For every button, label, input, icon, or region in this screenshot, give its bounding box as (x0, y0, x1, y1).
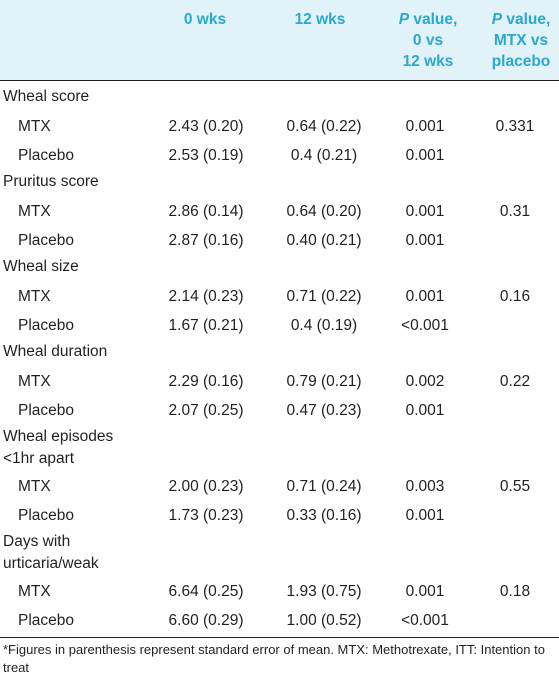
p-value-0-vs-12: <0.001 (401, 611, 449, 629)
table-header: 0 wks 12 wks P value, 0 vs 12 wks P valu… (0, 0, 559, 80)
section-title: Days with urticaria/weak (3, 531, 99, 575)
section-title-line2: <1hr apart (3, 450, 75, 467)
row-label: Placebo (18, 231, 75, 249)
value-12-wks: 0.64 (0.22) (286, 118, 362, 135)
section-title: Wheal score (3, 86, 89, 108)
row-label: MTX (18, 118, 51, 135)
row-label: Placebo (18, 401, 75, 419)
p-value-0-vs-12: 0.001 (405, 118, 445, 135)
row-label: Placebo (18, 506, 75, 524)
p-value-mtx-vs-placebo: 0.31 (499, 203, 531, 220)
p-value-0-vs-12: 0.001 (405, 203, 445, 220)
section-title-line1: Pruritus score (3, 173, 99, 190)
header-12-wks: 12 wks (294, 11, 346, 28)
header-p2-italic: P (491, 11, 503, 28)
header-p-line3: 12 wks (402, 53, 454, 70)
value-0-wks: 2.53 (0.19) (168, 146, 244, 164)
p-value-0-vs-12: 0.001 (405, 231, 445, 249)
p-value-mtx-vs-placebo: 0.16 (499, 288, 531, 305)
value-12-wks: 0.47 (0.23) (286, 401, 362, 419)
section-title-line1: Wheal duration (3, 343, 108, 360)
value-12-wks: 0.4 (0.21) (290, 146, 358, 164)
value-0-wks: 2.14 (0.23) (168, 288, 244, 305)
value-0-wks: 1.67 (0.21) (168, 316, 244, 334)
value-0-wks: 6.60 (0.29) (168, 611, 244, 629)
value-12-wks: 0.64 (0.20) (286, 203, 362, 220)
header-p-line2: 0 vs (412, 32, 444, 49)
row-label: Placebo (18, 316, 75, 334)
footnote: *Figures in parenthesis represent standa… (3, 642, 545, 675)
p-value-mtx-vs-placebo: 0.331 (495, 118, 535, 135)
p-value-0-vs-12: 0.003 (405, 478, 445, 495)
header-p-italic: P (398, 11, 410, 28)
value-12-wks: 0.40 (0.21) (286, 231, 362, 249)
value-0-wks: 2.87 (0.16) (168, 231, 244, 249)
header-divider (0, 80, 559, 81)
section-title: Wheal episodes <1hr apart (3, 426, 113, 470)
row-label: MTX (18, 583, 51, 600)
section-title-line1: Wheal score (3, 88, 90, 105)
p-value-mtx-vs-placebo: 0.22 (499, 373, 531, 390)
p-value-0-vs-12: 0.001 (405, 401, 445, 419)
value-0-wks: 1.73 (0.23) (168, 506, 244, 524)
value-0-wks: 6.64 (0.25) (168, 583, 244, 600)
header-p2-line3: placebo (491, 53, 551, 70)
p-value-0-vs-12: 0.001 (405, 146, 445, 164)
row-label: MTX (18, 478, 51, 495)
section-title: Wheal size (3, 256, 79, 278)
value-0-wks: 2.00 (0.23) (168, 478, 244, 495)
value-12-wks: 1.00 (0.52) (286, 611, 362, 629)
row-label: MTX (18, 203, 51, 220)
value-12-wks: 0.71 (0.24) (286, 478, 362, 495)
row-label: Placebo (18, 146, 75, 164)
value-12-wks: 0.71 (0.22) (286, 288, 362, 305)
row-label: Placebo (18, 611, 75, 629)
value-0-wks: 2.43 (0.20) (168, 118, 244, 135)
p-value-0-vs-12: 0.001 (405, 288, 445, 305)
p-value-0-vs-12: <0.001 (401, 316, 449, 334)
header-0-wks: 0 wks (183, 11, 227, 28)
value-0-wks: 2.86 (0.14) (168, 203, 244, 220)
value-12-wks: 1.93 (0.75) (286, 583, 362, 600)
footer-divider (0, 637, 559, 638)
p-value-0-vs-12: 0.001 (405, 583, 445, 600)
value-12-wks: 0.4 (0.19) (290, 316, 358, 334)
section-title-line1: Days with (3, 533, 71, 550)
header-p-value-text: value, (409, 11, 458, 28)
section-title-line1: Wheal size (3, 258, 79, 275)
header-p2-value-text: value, (502, 11, 551, 28)
header-p2-line2: MTX vs (493, 32, 549, 49)
header-p-value-mtx-vs-placebo: P value, MTX vs placebo (478, 9, 559, 72)
p-value-mtx-vs-placebo: 0.55 (499, 478, 531, 495)
row-label: MTX (18, 288, 51, 305)
value-12-wks: 0.33 (0.16) (286, 506, 362, 524)
section-title-line1: Wheal episodes (3, 428, 114, 445)
section-title: Wheal duration (3, 341, 107, 363)
section-title: Pruritus score (3, 171, 99, 193)
value-12-wks: 0.79 (0.21) (286, 373, 362, 390)
header-p-value-0-vs-12: P value, 0 vs 12 wks (378, 9, 478, 72)
row-label: MTX (18, 373, 51, 390)
p-value-0-vs-12: 0.002 (405, 373, 445, 390)
value-0-wks: 2.07 (0.25) (168, 401, 244, 419)
section-title-line2: urticaria/weak (3, 555, 99, 572)
p-value-0-vs-12: 0.001 (405, 506, 445, 524)
value-0-wks: 2.29 (0.16) (168, 373, 244, 390)
p-value-mtx-vs-placebo: 0.18 (499, 583, 531, 600)
